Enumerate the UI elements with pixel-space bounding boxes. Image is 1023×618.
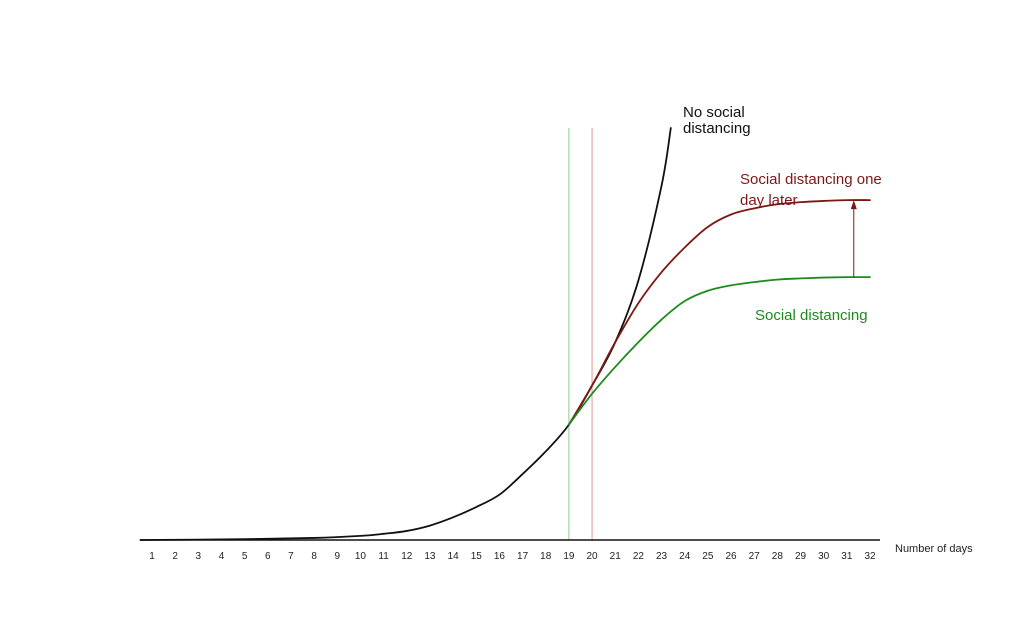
x-tick-label: 5 xyxy=(242,551,248,562)
x-tick-label: 1 xyxy=(149,551,155,562)
x-tick-label: 22 xyxy=(633,551,645,562)
x-tick-label: 8 xyxy=(311,551,317,562)
x-tick-label: 31 xyxy=(841,551,853,562)
arrow-head xyxy=(850,200,857,210)
x-tick-label: 26 xyxy=(725,551,737,562)
x-tick-label: 15 xyxy=(471,551,483,562)
x-tick-label: 21 xyxy=(610,551,622,562)
x-tick-label: 30 xyxy=(818,551,830,562)
x-tick-label: 28 xyxy=(772,551,784,562)
x-tick-label: 16 xyxy=(494,551,506,562)
series-label-social-distancing-one-day-later: Social distancing one xyxy=(740,171,882,188)
x-tick-labels: 1 2 3 4 5 6 7 8 9 10 11 12 13 14 15 16 17 18 19 20 21 22 23 24 2… xyxy=(149,551,876,562)
x-tick-label: 7 xyxy=(288,551,294,562)
x-tick-label: 25 xyxy=(702,551,714,562)
x-tick-label: 11 xyxy=(378,551,389,562)
series-line-social-distancing xyxy=(568,276,871,426)
x-tick-label: 14 xyxy=(448,551,460,562)
x-tick-label: 20 xyxy=(587,551,599,562)
x-tick-label: 13 xyxy=(424,551,436,562)
vertical-markers xyxy=(568,128,593,540)
x-tick-label: 12 xyxy=(401,551,413,562)
series-label-no-social-distancing: distancing xyxy=(683,120,751,137)
series-line-social-distancing-one-day-later xyxy=(568,199,871,426)
increase-arrow xyxy=(850,200,857,278)
x-tick-label: 4 xyxy=(219,551,225,562)
x-tick-label: 32 xyxy=(864,551,876,562)
x-tick-label: 17 xyxy=(517,551,529,562)
x-tick-label: 19 xyxy=(563,551,575,562)
series-lines xyxy=(139,127,871,541)
series-label-no-social-distancing: No social xyxy=(683,104,745,121)
x-tick-label: 18 xyxy=(540,551,552,562)
x-tick-label: 24 xyxy=(679,551,691,562)
x-tick-label: 2 xyxy=(172,551,178,562)
x-tick-label: 6 xyxy=(265,551,271,562)
x-tick-label: 9 xyxy=(335,551,341,562)
x-tick-label: 10 xyxy=(355,551,367,562)
series-label-social-distancing: Social distancing xyxy=(755,307,868,324)
x-tick-label: 29 xyxy=(795,551,807,562)
x-tick-label: 27 xyxy=(749,551,761,562)
x-tick-label: 23 xyxy=(656,551,668,562)
x-tick-label: 3 xyxy=(196,551,202,562)
series-label-social-distancing-one-day-later: day later xyxy=(740,192,798,209)
series-line-no-social-distancing xyxy=(139,127,672,541)
x-axis-title: Number of days xyxy=(895,543,973,555)
